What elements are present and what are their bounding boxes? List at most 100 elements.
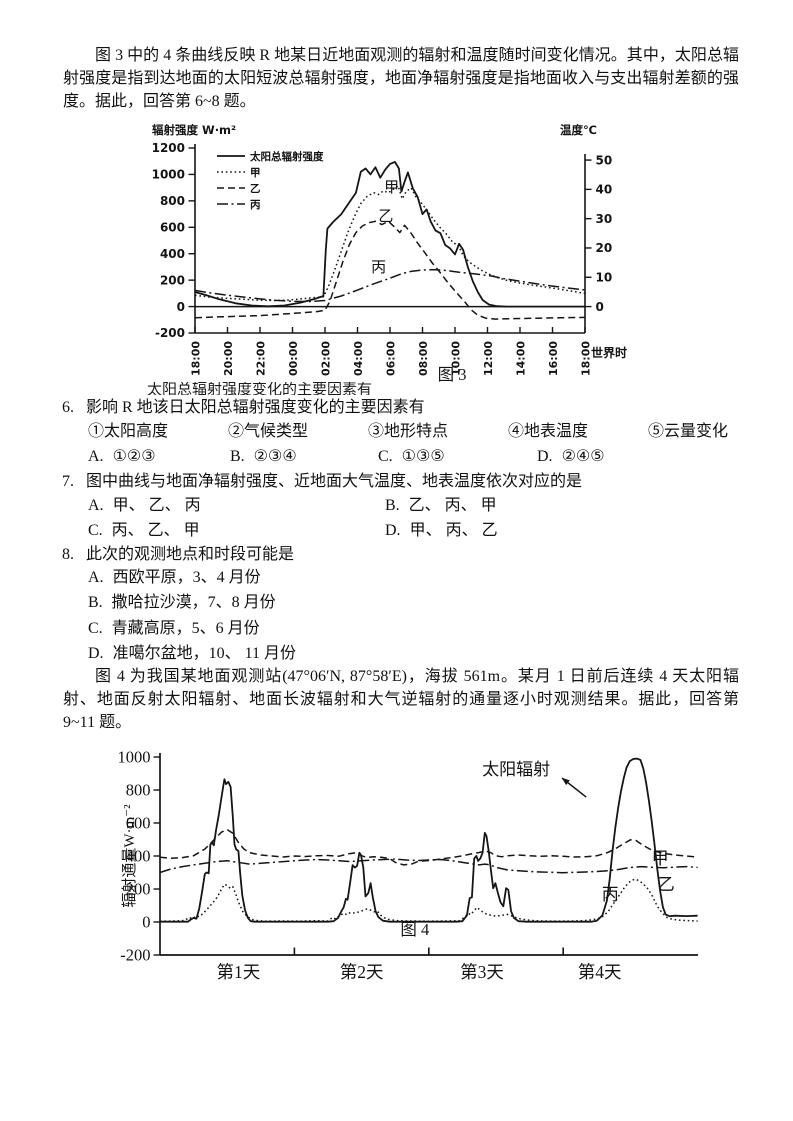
fig3-ytick-right-label: 0 bbox=[596, 300, 604, 314]
fig4-ytick-label: 1000 bbox=[118, 748, 151, 767]
q6-choice-c-label: C. bbox=[378, 448, 393, 465]
question-6-number: 6. bbox=[62, 399, 74, 416]
q8-choice-d-text: 准噶尔盆地，10、 11 月份 bbox=[112, 645, 296, 662]
fig3-ytick-right-label: 10 bbox=[596, 270, 613, 284]
fig4-series-3 bbox=[159, 858, 698, 874]
q8-choice-c-label: C. bbox=[88, 620, 103, 637]
fig4-ytick-label: 0 bbox=[142, 913, 150, 932]
fig4-curve-label-1: 甲 bbox=[652, 849, 669, 868]
fig3-y-right-unit-label: 温度℃ bbox=[560, 123, 597, 137]
fig4-caption: 图 4 bbox=[400, 920, 429, 939]
question-6: 6. 影响 R 地该日太阳总辐射强度变化的主要因素有 bbox=[62, 397, 425, 419]
fig3-ytick-left-label: 400 bbox=[160, 247, 185, 261]
q6-choice-b-text: ②③④ bbox=[253, 448, 297, 465]
fig3-ytick-left-label: 1000 bbox=[152, 168, 185, 182]
fig3-xtick-label: 12:00 bbox=[482, 341, 495, 376]
fig3-xtick-label: 10:00 bbox=[450, 341, 463, 376]
fig4-ytick-label: -200 bbox=[120, 946, 150, 965]
q8-choice-d-label: D. bbox=[88, 645, 104, 662]
q6-choice-d: D. ②④⑤ bbox=[537, 446, 605, 468]
fig4-day-label-2: 第2天 bbox=[340, 962, 384, 982]
fig3-y-left-unit-label: 辐射强度 W·m² bbox=[152, 123, 236, 137]
q6-choice-c: C. ①③⑤ bbox=[378, 446, 445, 468]
fig4-ytick-label: 200 bbox=[126, 880, 151, 899]
q6-item-4: ④地表温度 bbox=[507, 423, 588, 440]
q6-choice-b: B. ②③④ bbox=[230, 446, 297, 468]
q7-choice-b-text: 乙、 丙、 甲 bbox=[408, 497, 497, 514]
q6-choice-b-label: B. bbox=[230, 448, 245, 465]
print-artifact-text: 太阳总辐射强度变化的主要因素有 bbox=[147, 382, 373, 395]
question-8-number: 8. bbox=[62, 546, 74, 563]
question-6-text: 影响 R 地该日太阳总辐射强度变化的主要因素有 bbox=[86, 399, 425, 416]
fig3-xtick-label: 14:00 bbox=[515, 341, 528, 376]
fig3-series-1 bbox=[194, 161, 585, 308]
q8-choice-a-text: 西欧平原，3、4 月份 bbox=[112, 569, 261, 586]
fig3-xtick-label: 08:00 bbox=[417, 341, 430, 376]
q7-choice-a-label: A. bbox=[88, 497, 104, 514]
q7-choice-c: C. 丙、 乙、 甲 bbox=[88, 520, 200, 542]
q7-choice-b: B. 乙、 丙、 甲 bbox=[385, 495, 497, 517]
fig3-series-4 bbox=[194, 268, 586, 303]
q7-choice-c-label: C. bbox=[88, 522, 103, 539]
fig3-series-3 bbox=[194, 220, 586, 320]
q7-choice-a-text: 甲、 乙、 丙 bbox=[112, 497, 201, 514]
fig3-curve-label-2: 乙 bbox=[378, 209, 393, 225]
q6-choice-d-label: D. bbox=[537, 448, 553, 465]
question-8: 8. 此次的观测地点和时段可能是 bbox=[62, 544, 294, 566]
fig3-series-2 bbox=[194, 184, 586, 302]
intro-paragraph-fig4: 图 4 为我国某地面观测站(47°06′N, 87°58′E)，海拔 561m。… bbox=[63, 668, 739, 731]
q7-choice-b-label: B. bbox=[385, 497, 400, 514]
fig3-legend-label-4: 丙 bbox=[250, 199, 261, 211]
q7-choice-c-text: 丙、 乙、 甲 bbox=[111, 522, 200, 539]
fig3-ytick-left-label: 1200 bbox=[152, 141, 185, 155]
fig4-ytick-label: 600 bbox=[126, 814, 151, 833]
question-6-items: ①太阳高度 ②气候类型 ③地形特点 ④地表温度 ⑤云量变化 bbox=[88, 421, 728, 443]
fig4-curve-label-3: 丙 bbox=[602, 885, 619, 904]
fig3-legend-label-3: 乙 bbox=[250, 183, 261, 195]
fig3-legend-label-2: 甲 bbox=[250, 167, 261, 179]
q8-choice-a: A. 西欧平原，3、4 月份 bbox=[88, 567, 261, 589]
fig3-ytick-left-label: 0 bbox=[177, 300, 185, 314]
fig4-series-2 bbox=[159, 828, 698, 866]
fig3-xtick-label: 06:00 bbox=[385, 341, 398, 376]
fig3-xtick-label: 00:00 bbox=[287, 341, 300, 376]
fig3-legend-label-1: 太阳总辐射强度 bbox=[249, 150, 324, 163]
fig3-ytick-right-label: 30 bbox=[596, 212, 613, 226]
fig4-annotation-solar-radiation: 太阳辐射 bbox=[482, 760, 550, 779]
fig3-ytick-left-label: 600 bbox=[160, 220, 185, 234]
fig3-xtick-label: 04:00 bbox=[352, 341, 365, 376]
fig4-day-label-1: 第1天 bbox=[217, 962, 261, 982]
q6-choice-a: A. ①②③ bbox=[88, 446, 156, 468]
q8-choice-c: C. 青藏高原，5、6 月份 bbox=[88, 618, 260, 640]
fig3-ytick-left-label: -200 bbox=[155, 326, 185, 340]
fig4-annotation-arrow bbox=[561, 777, 587, 798]
fig3-curve-label-3: 丙 bbox=[371, 260, 386, 276]
fig3-ytick-right-label: 40 bbox=[596, 183, 613, 197]
fig4-curve-label-2: 乙 bbox=[658, 875, 675, 894]
q6-choice-c-text: ①③⑤ bbox=[401, 448, 445, 465]
fig3-ytick-right-label: 50 bbox=[596, 153, 613, 167]
q8-choice-b: B. 撒哈拉沙漠，7、8 月份 bbox=[88, 592, 276, 614]
fig4-series-1 bbox=[160, 757, 698, 923]
fig3-xtick-label: 18:00 bbox=[580, 341, 593, 376]
q7-choice-d-text: 甲、 丙、 乙 bbox=[409, 522, 498, 539]
q7-choice-d: D. 甲、 丙、 乙 bbox=[385, 520, 498, 542]
fig4-series-4 bbox=[159, 878, 698, 922]
question-7-text: 图中曲线与地面净辐射强度、近地面大气温度、地表温度依次对应的是 bbox=[86, 473, 583, 490]
fig3-x-axis-title: 世界时 bbox=[591, 345, 627, 360]
q6-choice-a-text: ①②③ bbox=[112, 448, 156, 465]
fig4-day-label-4: 第4天 bbox=[578, 962, 622, 982]
q8-choice-b-label: B. bbox=[88, 594, 103, 611]
figure-3-chart: 1200 1000 800 600 400 200 0 -200 50 40 30 20 10 0 18:0… bbox=[152, 123, 627, 384]
fig3-xtick-label: 16:00 bbox=[547, 341, 560, 376]
fig3-xtick-label: 02:00 bbox=[320, 341, 333, 376]
q6-item-2: ②气候类型 bbox=[227, 423, 308, 440]
fig4-ytick-label: 400 bbox=[126, 847, 151, 866]
q7-choice-a: A. 甲、 乙、 丙 bbox=[88, 495, 201, 517]
fig4-ytick-label: 800 bbox=[126, 781, 151, 800]
q6-choice-d-text: ②④⑤ bbox=[561, 448, 605, 465]
q8-choice-c-text: 青藏高原，5、6 月份 bbox=[111, 620, 260, 637]
q6-item-5: ⑤云量变化 bbox=[647, 423, 728, 440]
